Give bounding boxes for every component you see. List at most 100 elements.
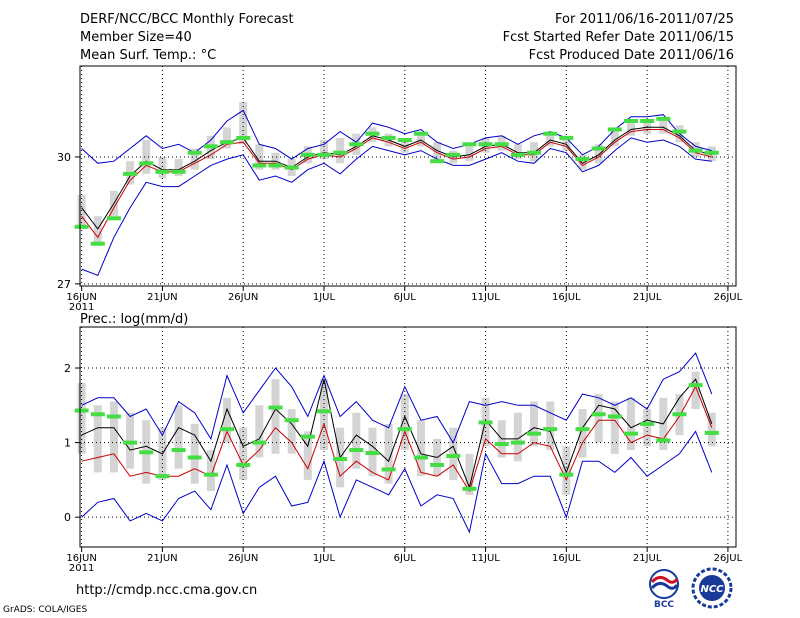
prec-ensemble-box — [239, 427, 248, 480]
prec-observed-marker — [220, 427, 235, 432]
temp-observed-marker — [559, 135, 574, 140]
temp-observed-marker — [430, 159, 445, 164]
temp-observed-marker — [672, 129, 687, 134]
ncc-logo-icon: NCC — [691, 567, 733, 609]
temp-observed-marker — [494, 142, 509, 147]
temp-ensemble-box — [174, 159, 183, 176]
prec-ensemble-box — [513, 412, 522, 462]
prec-ensemble-box — [352, 412, 361, 469]
temp-ensemble-box — [594, 144, 603, 164]
temp-observed-marker — [381, 135, 396, 140]
prec-x-tick-label: 16JUL — [552, 553, 581, 564]
temp-observed-marker — [236, 135, 251, 140]
prec-observed-marker — [381, 467, 396, 472]
header-variable: Mean Surf. Temp.: °C — [80, 48, 217, 63]
prec-observed-marker — [413, 455, 428, 460]
temp-observed-marker — [155, 169, 170, 174]
prec-observed-marker — [494, 442, 509, 447]
temp-ensemble-box — [190, 148, 199, 170]
temp-max-line — [81, 109, 712, 164]
prec-observed-marker — [316, 409, 331, 414]
prec-mean-line — [81, 378, 713, 489]
temp-observed-marker — [252, 163, 267, 168]
prec-ensemble-box — [271, 379, 280, 454]
prec-observed-marker — [284, 418, 299, 423]
prec-ensemble-box — [400, 394, 409, 451]
temp-observed-marker — [74, 224, 89, 229]
footer-url[interactable]: http://cmdp.ncc.cma.gov.cn — [76, 583, 258, 598]
prec-y-tick-label: 0 — [64, 511, 71, 524]
prec-x-year-label: 2011 — [69, 563, 94, 574]
prec-x-tick-label: 21JUN — [147, 553, 177, 564]
prec-observed-marker — [365, 451, 380, 456]
temp-ensemble-box — [546, 131, 555, 147]
prec-observed-marker — [300, 434, 315, 439]
header-produced-date: Fcst Produced Date 2011/06/16 — [528, 48, 734, 63]
temp-observed-marker — [640, 119, 655, 123]
temp-observed-marker — [607, 127, 622, 132]
prec-ensemble-box — [206, 450, 215, 492]
prec-ensemble-box — [174, 405, 183, 469]
prec-observed-marker — [704, 430, 719, 435]
prec-observed-marker — [203, 472, 218, 477]
prec-x-tick-label: 26JUL — [714, 553, 743, 564]
temp-x-tick-label: 26JUN — [228, 292, 258, 303]
prec-ensemble-box — [109, 401, 118, 473]
prec-ensemble-box — [707, 412, 716, 447]
prec-observed-marker — [607, 414, 622, 419]
prec-x-tick-label: 26JUN — [228, 553, 258, 564]
prec-observed-marker — [187, 455, 202, 460]
temp-x-tick-label: 21JUL — [633, 292, 662, 303]
temp-ensemble-box — [93, 216, 102, 246]
temp-observed-marker — [90, 241, 105, 246]
temp-observed-marker — [203, 144, 218, 149]
temp-ensemble-box — [223, 127, 232, 149]
prec-ensemble-box — [223, 397, 232, 443]
prec-x-tick-label: 1JUL — [313, 553, 336, 564]
temp-observed-marker — [543, 131, 558, 136]
temp-panel: 16JUN 21JUN 26JUN 1JUL 6JUL 11JUL 16JUL 21JUL 26… — [57, 65, 743, 313]
prec-observed-marker — [252, 440, 267, 445]
prec-max-line — [81, 352, 713, 444]
temp-observed-marker — [446, 152, 461, 157]
prec-ensemble-box — [691, 371, 700, 410]
temp-ensemble-box — [239, 101, 248, 145]
temp-x-tick-label: 11JUL — [471, 292, 500, 303]
prec-ensemble-box — [384, 423, 393, 484]
prec-observed-marker — [123, 440, 138, 445]
prec-observed-marker — [155, 474, 170, 479]
prec-ensemble-box — [626, 397, 635, 451]
temp-observed-marker — [187, 150, 202, 155]
temp-x-tick-label: 16JUL — [552, 292, 581, 303]
prec-ensemble-box — [190, 423, 199, 484]
prec-y-tick-label: 1 — [64, 437, 71, 450]
prec-observed-marker — [397, 427, 412, 432]
temp-observed-marker — [510, 152, 525, 157]
prec-ensemble-box — [416, 420, 425, 477]
temp-observed-marker — [106, 216, 121, 221]
prec-observed-marker — [656, 438, 671, 443]
prec-observed-marker — [171, 448, 186, 453]
prec-ensemble-box — [319, 379, 328, 451]
temp-ensemble-box — [626, 121, 635, 136]
temp-observed-marker — [478, 142, 493, 147]
prec-ensemble-box — [465, 453, 474, 495]
prec-observed-marker — [527, 431, 542, 436]
temp-ensemble-box — [336, 137, 345, 164]
temp-x-tick-label: 26JUL — [714, 292, 743, 303]
temp-observed-marker — [139, 161, 154, 166]
prec-ensemble-box — [578, 409, 587, 458]
prec-observed-marker — [349, 448, 364, 453]
temp-observed-marker — [365, 131, 380, 136]
prec-ensemble-box — [530, 401, 539, 447]
prec-ensemble-box — [303, 431, 312, 480]
prec-observed-marker — [268, 405, 283, 410]
prec-ensemble-box — [93, 405, 102, 473]
prec-min-line — [81, 430, 713, 534]
temp-x-tick-label: 6JUL — [394, 292, 417, 303]
prec-observed-marker — [543, 427, 558, 432]
temp-observed-marker — [123, 171, 138, 176]
prec-ensemble-box — [594, 394, 603, 443]
prec-ensemble-box — [610, 401, 619, 454]
